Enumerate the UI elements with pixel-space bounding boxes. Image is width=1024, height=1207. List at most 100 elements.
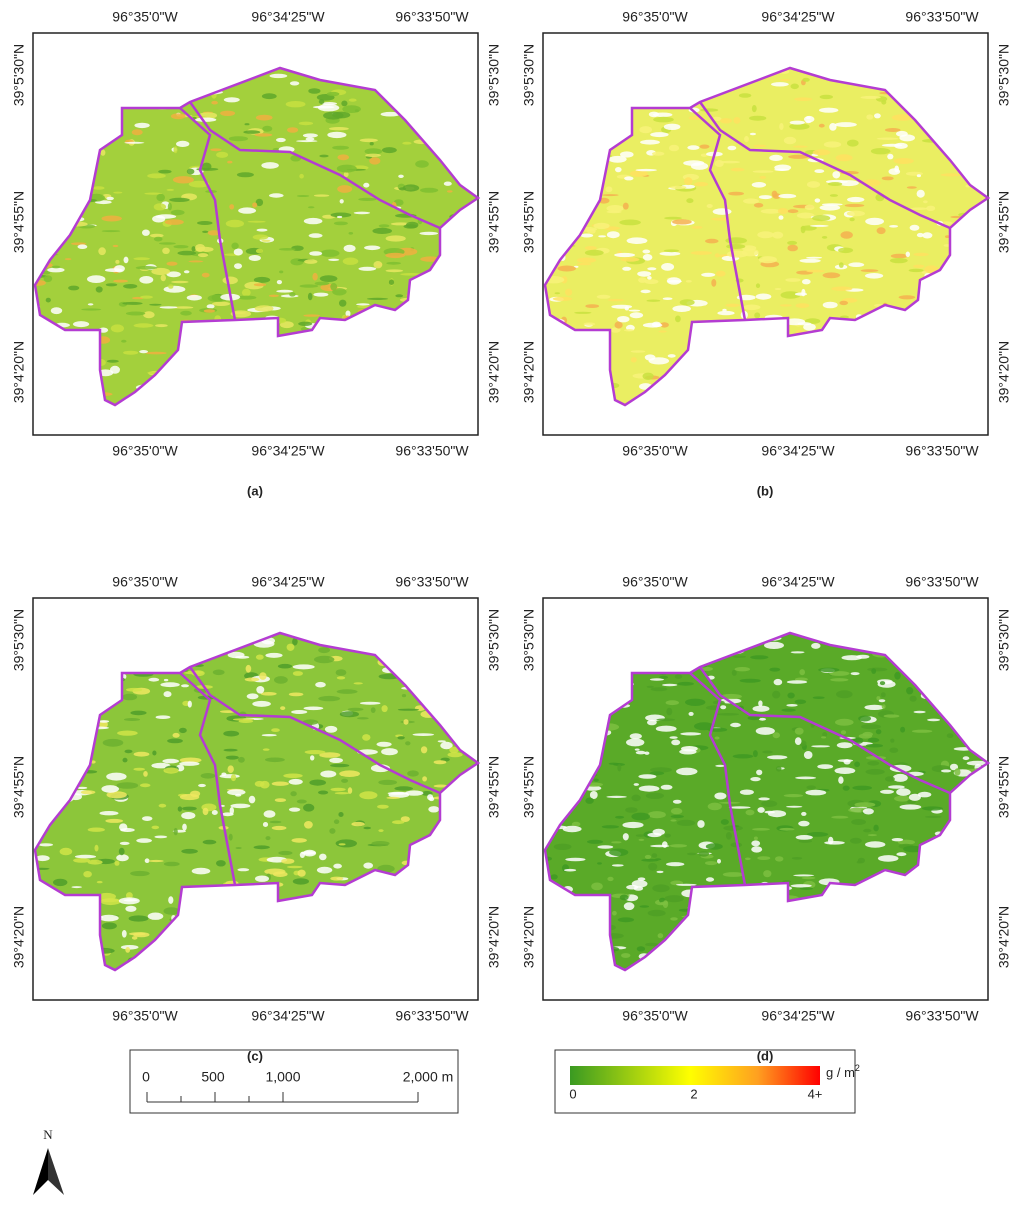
raster-texture — [705, 238, 719, 244]
raster-texture — [789, 120, 805, 125]
raster-texture — [835, 718, 854, 726]
raster-texture — [700, 153, 708, 157]
raster-texture — [812, 696, 825, 699]
raster-texture — [715, 764, 726, 767]
raster-texture — [390, 222, 411, 226]
raster-texture — [916, 174, 921, 178]
raster-texture — [867, 667, 888, 672]
subwatershed-boundary — [698, 101, 951, 230]
raster-texture — [273, 871, 288, 877]
raster-texture — [642, 254, 653, 261]
longitude-label: 96°35'0"W — [622, 574, 688, 590]
raster-texture — [222, 276, 238, 285]
raster-texture — [818, 667, 840, 673]
raster-texture — [145, 351, 167, 355]
raster-texture — [121, 930, 127, 938]
raster-texture — [166, 188, 175, 191]
raster-texture — [897, 839, 915, 845]
raster-texture — [585, 797, 594, 804]
raster-texture — [752, 828, 770, 831]
raster-texture — [717, 713, 740, 716]
raster-texture — [966, 760, 988, 766]
raster-texture — [83, 871, 92, 878]
raster-texture — [781, 708, 796, 712]
raster-texture — [940, 769, 952, 773]
raster-texture — [319, 853, 327, 861]
raster-texture — [831, 286, 853, 291]
raster-texture — [359, 138, 378, 143]
raster-texture — [672, 799, 682, 804]
raster-texture — [259, 780, 270, 789]
raster-texture — [139, 350, 148, 354]
raster-texture — [609, 848, 629, 857]
raster-texture — [336, 689, 358, 694]
raster-texture — [341, 778, 349, 783]
raster-texture — [850, 672, 860, 676]
raster-texture — [908, 268, 924, 273]
raster-texture — [348, 232, 354, 235]
raster-texture — [315, 681, 326, 688]
raster-texture — [669, 844, 688, 848]
raster-texture — [954, 768, 961, 776]
raster-texture — [95, 286, 103, 293]
raster-texture — [133, 323, 154, 328]
raster-texture — [754, 312, 761, 319]
raster-texture — [256, 228, 268, 232]
raster-texture — [940, 173, 962, 177]
scale-label: 1,000 — [265, 1069, 300, 1085]
raster-texture — [202, 230, 209, 233]
raster-texture — [883, 714, 900, 718]
raster-texture — [345, 310, 351, 317]
raster-texture — [725, 832, 732, 840]
legend-unit: g / m2 — [826, 1063, 860, 1080]
raster-texture — [806, 832, 829, 837]
raster-texture — [179, 757, 202, 763]
raster-texture — [732, 754, 754, 759]
raster-texture — [642, 322, 663, 328]
latitude-label: 39°4'20"N — [521, 341, 537, 403]
raster-texture — [614, 321, 623, 329]
raster-texture — [191, 246, 196, 252]
raster-texture — [255, 248, 264, 254]
raster-texture — [298, 321, 313, 326]
raster-texture — [227, 160, 233, 164]
raster-texture — [814, 198, 821, 203]
raster-texture — [822, 301, 838, 309]
raster-texture — [81, 308, 102, 311]
raster-texture — [617, 917, 635, 923]
raster-texture — [76, 786, 88, 790]
raster-texture — [685, 698, 706, 706]
raster-texture — [647, 719, 657, 726]
raster-texture — [909, 695, 917, 702]
raster-texture — [757, 856, 771, 860]
raster-texture — [385, 252, 406, 259]
raster-texture — [795, 835, 813, 840]
raster-texture — [840, 730, 847, 735]
raster-texture — [750, 655, 769, 660]
raster-texture — [253, 276, 271, 283]
raster-texture — [419, 231, 439, 236]
raster-texture — [664, 833, 671, 838]
raster-texture — [96, 880, 103, 884]
raster-texture — [801, 288, 806, 297]
raster-texture — [668, 144, 680, 152]
raster-texture — [739, 789, 754, 795]
raster-texture — [324, 725, 338, 733]
raster-texture — [335, 839, 357, 848]
raster-texture — [633, 783, 639, 786]
raster-texture — [329, 828, 336, 834]
raster-texture — [819, 94, 833, 100]
raster-texture — [153, 203, 167, 211]
raster-texture — [422, 776, 427, 782]
raster-texture — [719, 160, 740, 164]
raster-texture — [353, 682, 363, 685]
raster-texture — [164, 219, 184, 225]
raster-texture — [749, 115, 767, 121]
raster-texture — [201, 272, 210, 278]
raster-texture — [860, 95, 881, 99]
raster-texture — [328, 258, 340, 261]
raster-texture — [237, 295, 257, 300]
raster-texture — [739, 678, 761, 683]
raster-texture — [757, 807, 765, 813]
raster-texture — [154, 835, 168, 839]
